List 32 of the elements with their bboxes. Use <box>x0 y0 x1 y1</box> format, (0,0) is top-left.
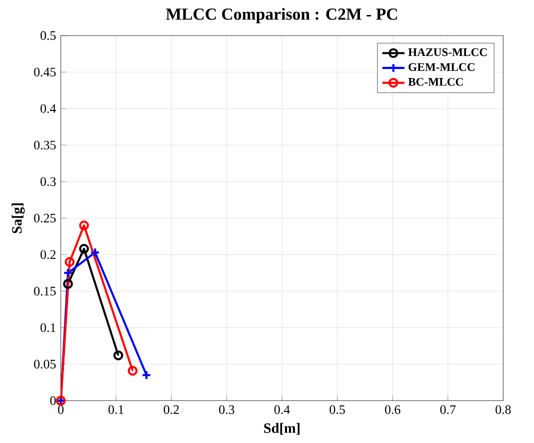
point <box>90 248 100 258</box>
x-tick-label: 0.2 <box>164 405 179 414</box>
point <box>63 279 73 289</box>
y-tick-label: 0.45 <box>34 68 56 77</box>
y-tick-label: 0.35 <box>34 140 56 150</box>
legend-label: HAZUS-MLCC <box>408 48 487 56</box>
x-axis-title: Sd[m] <box>264 423 300 435</box>
y-tick-label: 0.1 <box>40 323 56 332</box>
point <box>79 244 89 254</box>
y-tick-label: 0.3 <box>40 177 56 186</box>
point <box>64 257 75 268</box>
x-tick-label: 0 <box>58 405 64 414</box>
y-tick-label: 0.25 <box>34 214 56 223</box>
y-tick-label: 0.15 <box>34 286 56 296</box>
x-tick-label: 0.5 <box>330 405 345 414</box>
y-tick-label: 0 <box>50 396 56 406</box>
x-tick-label: 0.3 <box>219 405 234 414</box>
x-tick-label: 0.7 <box>440 405 456 414</box>
y-tick-label: 0.2 <box>40 250 56 260</box>
y-tick-label: 0.05 <box>34 360 56 369</box>
point <box>63 268 73 278</box>
point <box>79 220 89 230</box>
y-tick-label: 0.4 <box>40 104 56 114</box>
x-tick-label: 0.4 <box>274 405 290 414</box>
x-tick-label: 0.8 <box>496 405 511 414</box>
chart-title: MLCC Comparison : C2M - PC <box>166 8 398 24</box>
x-tick-label: 0.1 <box>108 405 124 414</box>
y-tick-label: 0.5 <box>40 31 56 40</box>
y-axis-title: Sa[g] <box>12 204 25 234</box>
legend-label: BC-MLCC <box>408 78 463 86</box>
x-tick-label: 0.6 <box>384 405 400 414</box>
legend-label: GEM-MLCC <box>408 63 474 72</box>
